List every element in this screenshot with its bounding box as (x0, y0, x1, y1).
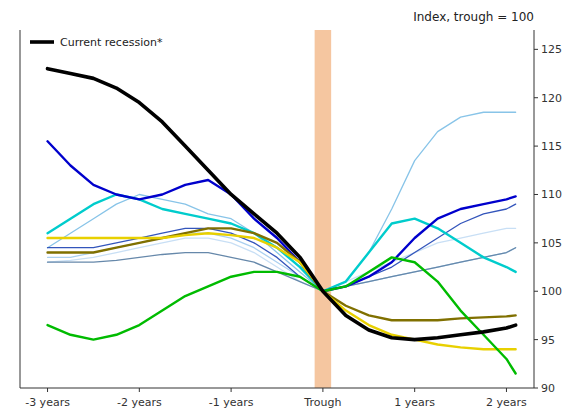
series-line (48, 248, 516, 292)
plot-area (48, 30, 516, 388)
axes: -3 years -2 years -1 years Trough 1 years 2 y… (20, 30, 562, 409)
y-tick-label: 125 (541, 43, 562, 56)
legend-swatch (30, 40, 54, 44)
series-line (48, 141, 516, 291)
x-tick-label: -3 years (25, 396, 70, 409)
series-line (48, 257, 516, 373)
x-tick-label: -2 years (117, 396, 162, 409)
y-tick-label: 90 (541, 382, 555, 395)
x-tick-label: 1 years (394, 396, 435, 409)
y-tick (534, 242, 538, 243)
series-line (48, 112, 516, 291)
y-tick (534, 291, 538, 292)
y-tick (534, 194, 538, 195)
y-tick-label: 120 (541, 92, 562, 105)
legend: Current recession* (30, 36, 163, 49)
y-tick (534, 49, 538, 50)
x-tick (139, 388, 140, 392)
x-tick-label: Trough (303, 396, 341, 409)
y-tick-label: 115 (541, 140, 562, 153)
title: Index, trough = 100 (413, 10, 534, 24)
background (0, 0, 580, 420)
y-tick-label: 105 (541, 237, 562, 250)
y-tick (534, 97, 538, 98)
x-tick-label: 2 years (486, 396, 527, 409)
x-tick (322, 388, 323, 392)
x-axis-line (20, 388, 534, 389)
series-line (48, 69, 516, 340)
legend-label: Current recession* (60, 36, 163, 49)
x-tick (231, 388, 232, 392)
y-tick (534, 388, 538, 389)
y-tick-label: 100 (541, 285, 562, 298)
x-tick (414, 388, 415, 392)
y-tick (534, 339, 538, 340)
frame-line (20, 30, 21, 388)
series-line (48, 228, 516, 320)
y-tick-label: 95 (541, 334, 555, 347)
x-tick (47, 388, 48, 392)
x-tick (506, 388, 507, 392)
chart: -3 years -2 years -1 years Trough 1 years 2 y… (0, 0, 580, 420)
y-tick-label: 110 (541, 188, 562, 201)
x-tick-label: -1 years (209, 396, 254, 409)
y-tick (534, 146, 538, 147)
band (315, 30, 332, 388)
y-axis-line (534, 30, 535, 388)
